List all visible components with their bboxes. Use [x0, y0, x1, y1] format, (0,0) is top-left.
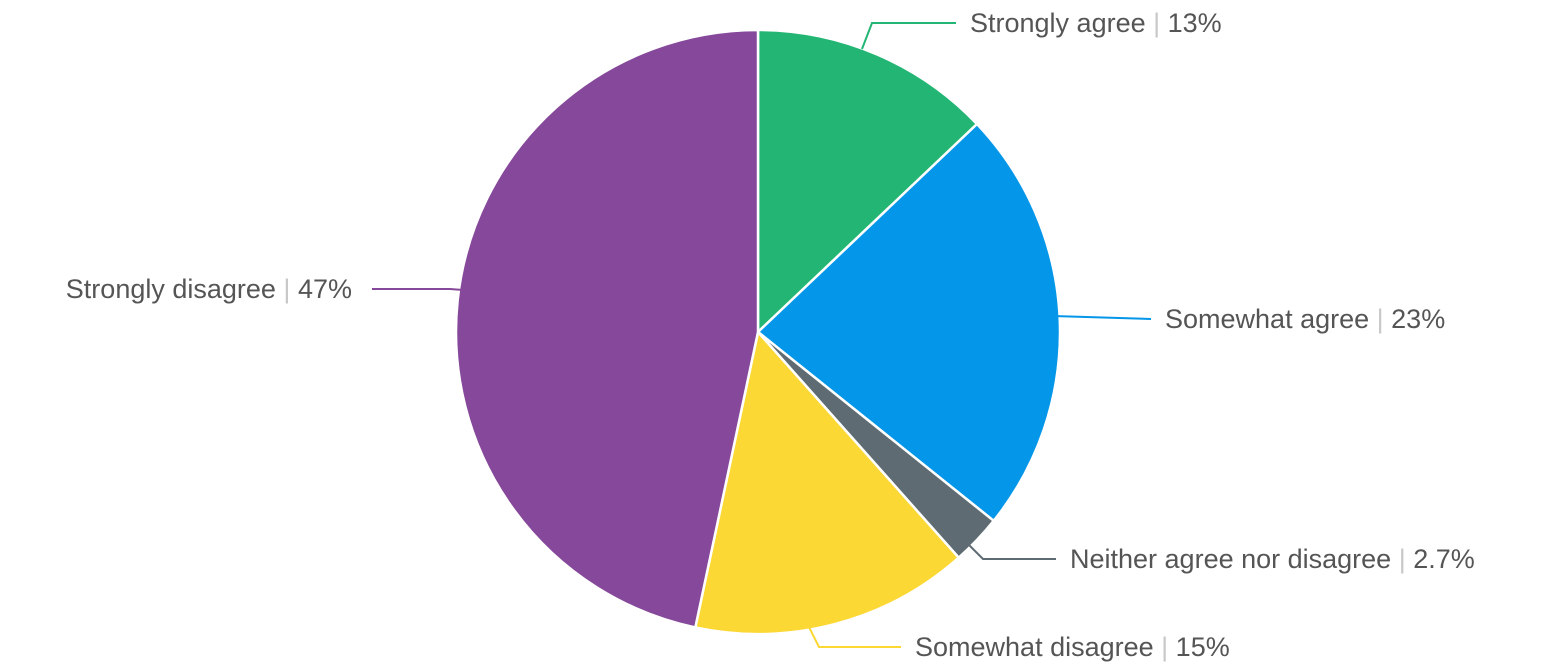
pie-slices: [454, 28, 1062, 636]
slice-label: Strongly disagree: [66, 274, 276, 304]
slice-value: 15%: [1176, 632, 1230, 662]
label-separator: |: [1154, 632, 1176, 662]
data-label-strongly-disagree: Strongly disagree | 47%: [66, 274, 352, 304]
slice-label: Strongly agree: [970, 8, 1146, 38]
slice-value: 13%: [1168, 8, 1222, 38]
leader-line-somewhat-agree: [1052, 315, 1152, 320]
label-separator: |: [1146, 8, 1168, 38]
data-label-strongly-agree: Strongly agree | 13%: [970, 8, 1222, 38]
label-separator: |: [276, 274, 298, 304]
leader-line-strongly-disagree: [372, 288, 477, 292]
label-separator: |: [1391, 544, 1413, 574]
slice-value: 47%: [298, 274, 352, 304]
data-label-somewhat-disagree: Somewhat disagree | 15%: [915, 632, 1230, 662]
leader-line-strongly-agree: [861, 22, 956, 50]
slice-value: 2.7%: [1413, 544, 1475, 574]
label-separator: |: [1369, 304, 1391, 334]
slice-value: 23%: [1391, 304, 1445, 334]
slice-label: Somewhat disagree: [915, 632, 1154, 662]
leader-line-somewhat-disagree: [808, 626, 901, 648]
data-label-neither-agree-nor-disagree: Neither agree nor disagree | 2.7%: [1070, 544, 1475, 574]
leader-line-neither-agree-nor-disagree: [962, 538, 1056, 560]
pie-slice-somewhat-disagree: [693, 329, 961, 636]
slice-label: Somewhat agree: [1165, 304, 1369, 334]
pie-slice-somewhat-agree: [756, 122, 1062, 523]
pie-labels: Strongly agree | 13% Somewhat agree | 23%…: [66, 8, 1475, 662]
pie-slice-strongly-agree: [756, 28, 979, 335]
slice-label: Neither agree nor disagree: [1070, 544, 1391, 574]
data-label-somewhat-agree: Somewhat agree | 23%: [1165, 304, 1445, 334]
pie-slice-strongly-disagree: [454, 28, 760, 629]
